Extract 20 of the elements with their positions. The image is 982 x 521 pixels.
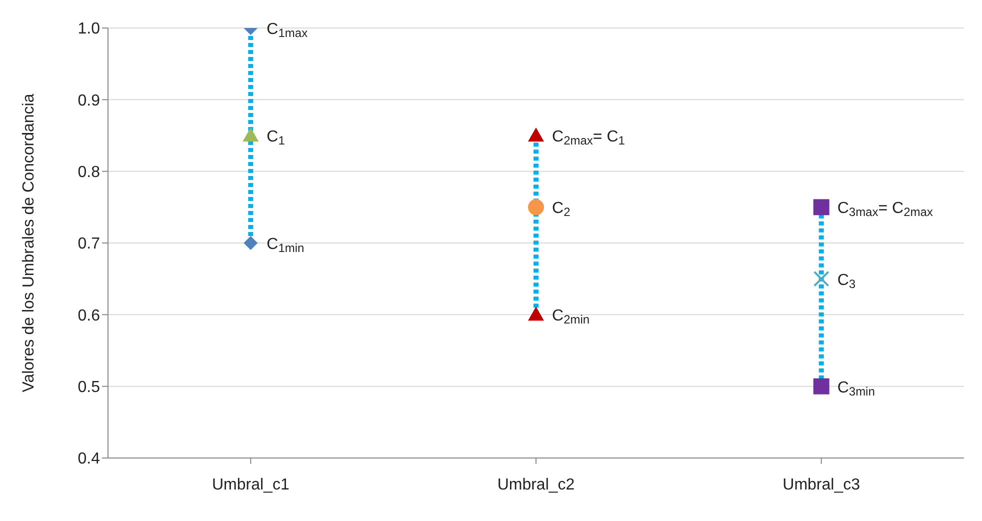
annotation: C$_{1min}$ <box>266 236 304 255</box>
y-tick-label: 0.8 <box>78 164 100 182</box>
annotation: C$_{2min}$ <box>552 308 590 327</box>
y-axis-title: Valores de los Umbrales de Concordancia <box>20 94 38 392</box>
y-tick-label: 1.0 <box>78 20 100 38</box>
y-tick-label: 0.5 <box>78 379 100 396</box>
annotation: C$_{3min}$ <box>837 379 875 398</box>
y-tick-label: 0.6 <box>78 307 100 324</box>
y-tick-label: 0.9 <box>78 92 100 110</box>
annotation: C$_{1max}$ <box>266 21 308 40</box>
x-tick-label: Umbral_c1 <box>212 476 290 494</box>
x-tick-label: Umbral_c2 <box>497 476 575 494</box>
annotation: C$_{3max}$= C$_{2max}$ <box>837 200 933 220</box>
annotation: C$_{2}$ <box>552 200 571 220</box>
x-tick-label: Umbral_c3 <box>782 476 860 494</box>
annotation: C$_{2max}$= C$_{1}$ <box>552 128 626 148</box>
y-tick-label: 0.7 <box>78 236 100 253</box>
y-tick-label: 0.4 <box>78 450 100 468</box>
annotation: C$_{1}$ <box>266 128 286 148</box>
annotation: C$_{3}$ <box>837 272 856 291</box>
